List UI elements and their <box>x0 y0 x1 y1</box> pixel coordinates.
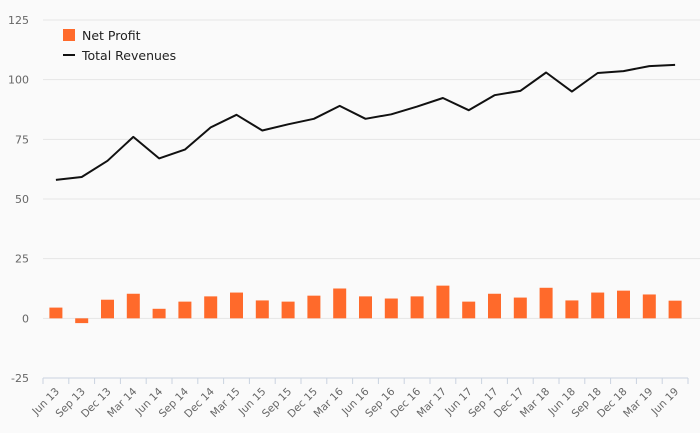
total-revenues-line-group <box>55 63 676 181</box>
net-profit-bar[interactable] <box>359 296 372 319</box>
y-axis: -25 0 25 50 75 100 125 <box>8 14 29 385</box>
net-profit-bar[interactable] <box>565 300 579 319</box>
net-profit-bar[interactable] <box>462 301 476 319</box>
net-profit-bar[interactable] <box>642 294 656 319</box>
net-profit-bar[interactable] <box>230 292 243 319</box>
net-profit-bar[interactable] <box>668 300 682 319</box>
net-profit-bar[interactable] <box>281 301 295 319</box>
x-tick-label: Mar 14 <box>105 385 140 420</box>
legend-item-net-profit[interactable]: Net Profit <box>63 28 141 43</box>
y-tick-label: 25 <box>15 253 29 266</box>
net-profit-bar[interactable] <box>126 293 140 319</box>
legend-label-net-profit: Net Profit <box>82 28 141 43</box>
net-profit-bar[interactable] <box>307 295 321 319</box>
legend[interactable]: Net Profit Total Revenues <box>63 28 176 63</box>
net-profit-bar[interactable] <box>333 288 347 319</box>
x-tick-label: Jun 19 <box>649 386 682 419</box>
net-profit-bar[interactable] <box>75 318 89 324</box>
net-profit-bar[interactable] <box>178 301 192 319</box>
legend-item-total-revenues[interactable]: Total Revenues <box>63 48 176 63</box>
legend-label-total-revenues: Total Revenues <box>81 48 176 63</box>
gridlines <box>43 19 700 319</box>
net-profit-bar[interactable] <box>591 292 605 319</box>
x-tick-label: Mar 16 <box>312 385 347 420</box>
net-profit-bar[interactable] <box>204 296 218 319</box>
net-profit-bars <box>49 285 682 324</box>
net-profit-bar[interactable] <box>255 300 269 319</box>
net-profit-bar[interactable] <box>49 307 63 319</box>
net-profit-bar[interactable] <box>488 293 501 319</box>
legend-swatch-net-profit <box>63 29 75 41</box>
total-revenues-line[interactable] <box>55 63 676 181</box>
y-tick-label: -25 <box>11 372 29 385</box>
y-tick-label: 125 <box>8 14 29 27</box>
net-profit-bar[interactable] <box>617 290 630 319</box>
y-tick-label: 75 <box>15 133 29 146</box>
y-tick-label: 50 <box>15 193 29 206</box>
net-profit-bar[interactable] <box>152 308 166 319</box>
net-profit-bar[interactable] <box>539 287 553 319</box>
net-profit-bar[interactable] <box>384 298 398 319</box>
net-profit-bar[interactable] <box>513 297 527 319</box>
y-tick-label: 100 <box>8 74 29 87</box>
y-tick-label: 0 <box>22 312 29 325</box>
net-profit-bar[interactable] <box>410 296 424 319</box>
net-profit-bar[interactable] <box>101 299 114 319</box>
net-profit-bar[interactable] <box>436 285 450 319</box>
